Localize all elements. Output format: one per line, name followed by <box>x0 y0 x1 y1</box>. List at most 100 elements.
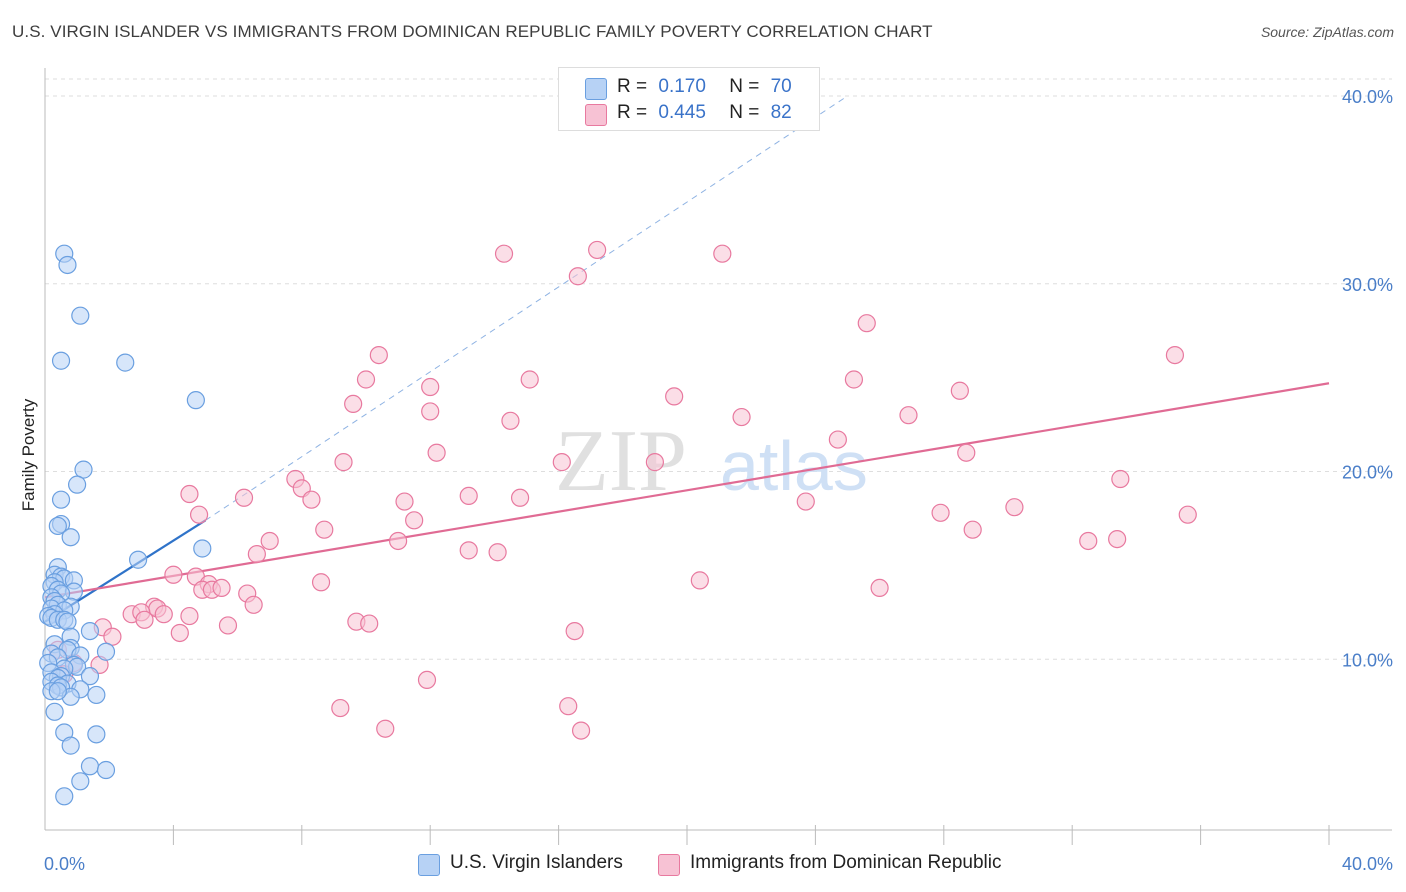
bottom-legend-label-pink: Immigrants from Dominican Republic <box>690 852 1002 873</box>
point-dominican-republic <box>395 492 414 511</box>
point-dominican-republic <box>1079 531 1098 551</box>
point-us-virgin-islanders <box>96 642 116 661</box>
point-us-virgin-islanders <box>71 772 90 791</box>
point-dominican-republic <box>244 595 263 614</box>
point-dominican-republic <box>963 520 982 539</box>
source-credit: Source: ZipAtlas.com <box>1260 24 1394 40</box>
y-tick-labels: 10.0% 20.0% 30.0% 40.0% <box>1342 87 1393 670</box>
point-us-virgin-islanders <box>96 760 116 780</box>
point-dominican-republic <box>568 267 587 286</box>
legend-swatch-blue <box>585 78 607 100</box>
point-us-virgin-islanders <box>128 550 148 569</box>
point-us-virgin-islanders <box>55 787 74 806</box>
point-dominican-republic <box>164 565 183 584</box>
point-us-virgin-islanders <box>193 539 212 558</box>
point-us-virgin-islanders <box>45 702 64 721</box>
point-dominican-republic <box>565 621 584 641</box>
point-dominican-republic <box>234 488 254 507</box>
point-dominican-republic <box>334 453 353 472</box>
point-us-virgin-islanders <box>67 475 87 494</box>
point-dominican-republic <box>331 698 350 718</box>
point-us-virgin-islanders <box>80 667 100 686</box>
point-dominican-republic <box>369 345 388 365</box>
point-dominican-republic <box>1108 529 1127 549</box>
x-tick-label-min: 0.0% <box>44 854 85 874</box>
point-dominican-republic <box>950 381 969 400</box>
point-us-virgin-islanders <box>80 621 100 641</box>
point-us-virgin-islanders <box>51 490 71 509</box>
point-dominican-republic <box>459 541 478 560</box>
point-dominican-republic <box>247 545 266 564</box>
legend-swatch-pink <box>585 104 607 126</box>
legend-r-label-blue: R = <box>617 76 648 97</box>
point-dominican-republic <box>344 394 363 414</box>
point-dominican-republic <box>899 406 918 425</box>
point-dominican-republic <box>421 377 440 397</box>
point-dominican-republic <box>520 370 539 389</box>
point-dominican-republic <box>212 578 231 598</box>
point-dominican-republic <box>459 486 478 506</box>
gridlines <box>45 78 1392 660</box>
y-tick-label: 40.0% <box>1342 87 1393 107</box>
bottom-legend-swatch-blue <box>418 854 440 876</box>
legend-n-value-blue: 70 <box>770 76 792 97</box>
point-us-virgin-islanders <box>61 528 80 547</box>
point-us-virgin-islanders <box>58 255 77 275</box>
point-dominican-republic <box>260 531 279 551</box>
point-us-virgin-islanders <box>51 351 71 370</box>
point-dominican-republic <box>1005 498 1024 517</box>
point-dominican-republic <box>356 370 376 389</box>
point-dominican-republic <box>1111 469 1130 489</box>
point-us-virgin-islanders <box>87 685 106 705</box>
point-dominican-republic <box>732 407 751 427</box>
point-us-virgin-islanders <box>61 736 80 755</box>
point-dominican-republic <box>690 571 709 590</box>
point-dominican-republic <box>870 578 889 598</box>
point-dominican-republic <box>571 721 591 740</box>
point-dominican-republic <box>376 719 395 738</box>
x-ticks <box>172 825 1330 845</box>
bottom-legend-label-blue: U.S. Virgin Islanders <box>450 852 623 873</box>
point-dominican-republic <box>315 520 334 539</box>
point-dominican-republic <box>1165 345 1185 365</box>
point-us-virgin-islanders <box>74 460 93 479</box>
chart-title: U.S. VIRGIN ISLANDER VS IMMIGRANTS FROM … <box>12 22 933 41</box>
point-dominican-republic <box>494 244 514 263</box>
point-dominican-republic <box>957 443 976 462</box>
point-dominican-republic <box>311 573 331 592</box>
point-dominican-republic <box>796 492 815 511</box>
point-dominican-republic <box>559 697 578 716</box>
legend-r-value-blue: 0.170 <box>658 76 706 97</box>
y-tick-label: 30.0% <box>1342 275 1393 295</box>
point-dominican-republic <box>844 370 864 389</box>
point-dominican-republic <box>154 605 173 624</box>
trend-line-pink <box>44 382 1330 599</box>
point-dominican-republic <box>180 606 199 626</box>
point-dominican-republic <box>488 543 507 562</box>
point-dominican-republic <box>170 623 189 643</box>
point-dominican-republic <box>552 453 571 472</box>
legend-n-label-pink: N = <box>729 102 760 123</box>
point-dominican-republic <box>417 670 437 690</box>
trend-line-blue-projection <box>205 95 848 521</box>
point-dominican-republic <box>189 505 209 524</box>
point-dominican-republic <box>421 402 440 421</box>
legend-r-label-pink: R = <box>617 102 648 123</box>
point-us-virgin-islanders <box>116 353 135 372</box>
y-axis-label: Family Poverty <box>19 398 38 511</box>
correlation-legend: R = 0.170 N = 70 R = 0.445 N = 82 <box>558 67 820 131</box>
series-us-virgin-islanders <box>39 244 212 806</box>
point-dominican-republic <box>857 314 876 333</box>
point-dominican-republic <box>180 484 199 504</box>
bottom-legend-swatch-pink <box>658 854 680 876</box>
watermark-zip: ZIP <box>555 413 687 510</box>
point-dominican-republic <box>828 430 847 449</box>
legend-n-value-pink: 82 <box>770 102 792 123</box>
point-us-virgin-islanders <box>80 757 100 776</box>
point-dominican-republic <box>645 453 665 472</box>
point-us-virgin-islanders <box>87 725 106 744</box>
point-dominican-republic <box>405 511 424 530</box>
y-tick-label: 10.0% <box>1342 650 1393 670</box>
point-dominican-republic <box>713 244 732 263</box>
